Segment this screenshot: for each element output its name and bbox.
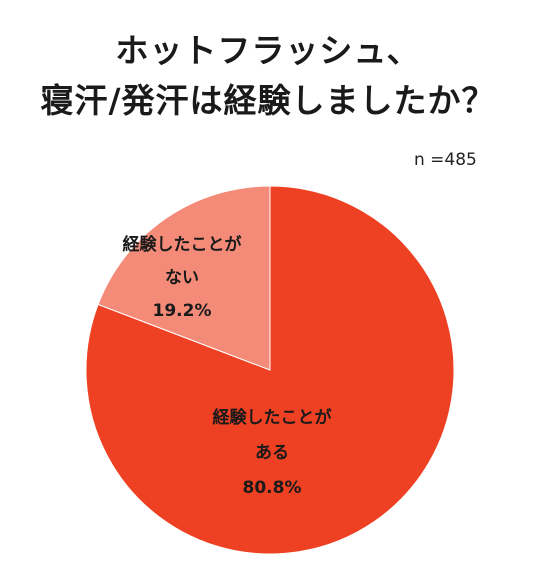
chart-title-line-2: 寝汗/発汗は経験しましたか？ — [40, 81, 496, 120]
slice-no-label-line-1: 経験したことが — [123, 234, 242, 255]
slice-yes-label-line-1: 経験したことが — [213, 407, 332, 428]
pie-slices — [85, 185, 455, 555]
slice-no — [97, 185, 271, 371]
sample-size-note: n =485 — [414, 150, 477, 170]
slice-yes-label-line-2: ある — [255, 443, 289, 463]
slice-no-value-label: 19.2% — [153, 301, 212, 321]
slice-no-label-line-2: ない — [165, 268, 199, 288]
slice-yes-value-label: 80.8% — [243, 478, 302, 498]
slice-yes — [85, 185, 455, 555]
chart-title-line-1: ホットフラッシュ、 — [115, 31, 421, 70]
